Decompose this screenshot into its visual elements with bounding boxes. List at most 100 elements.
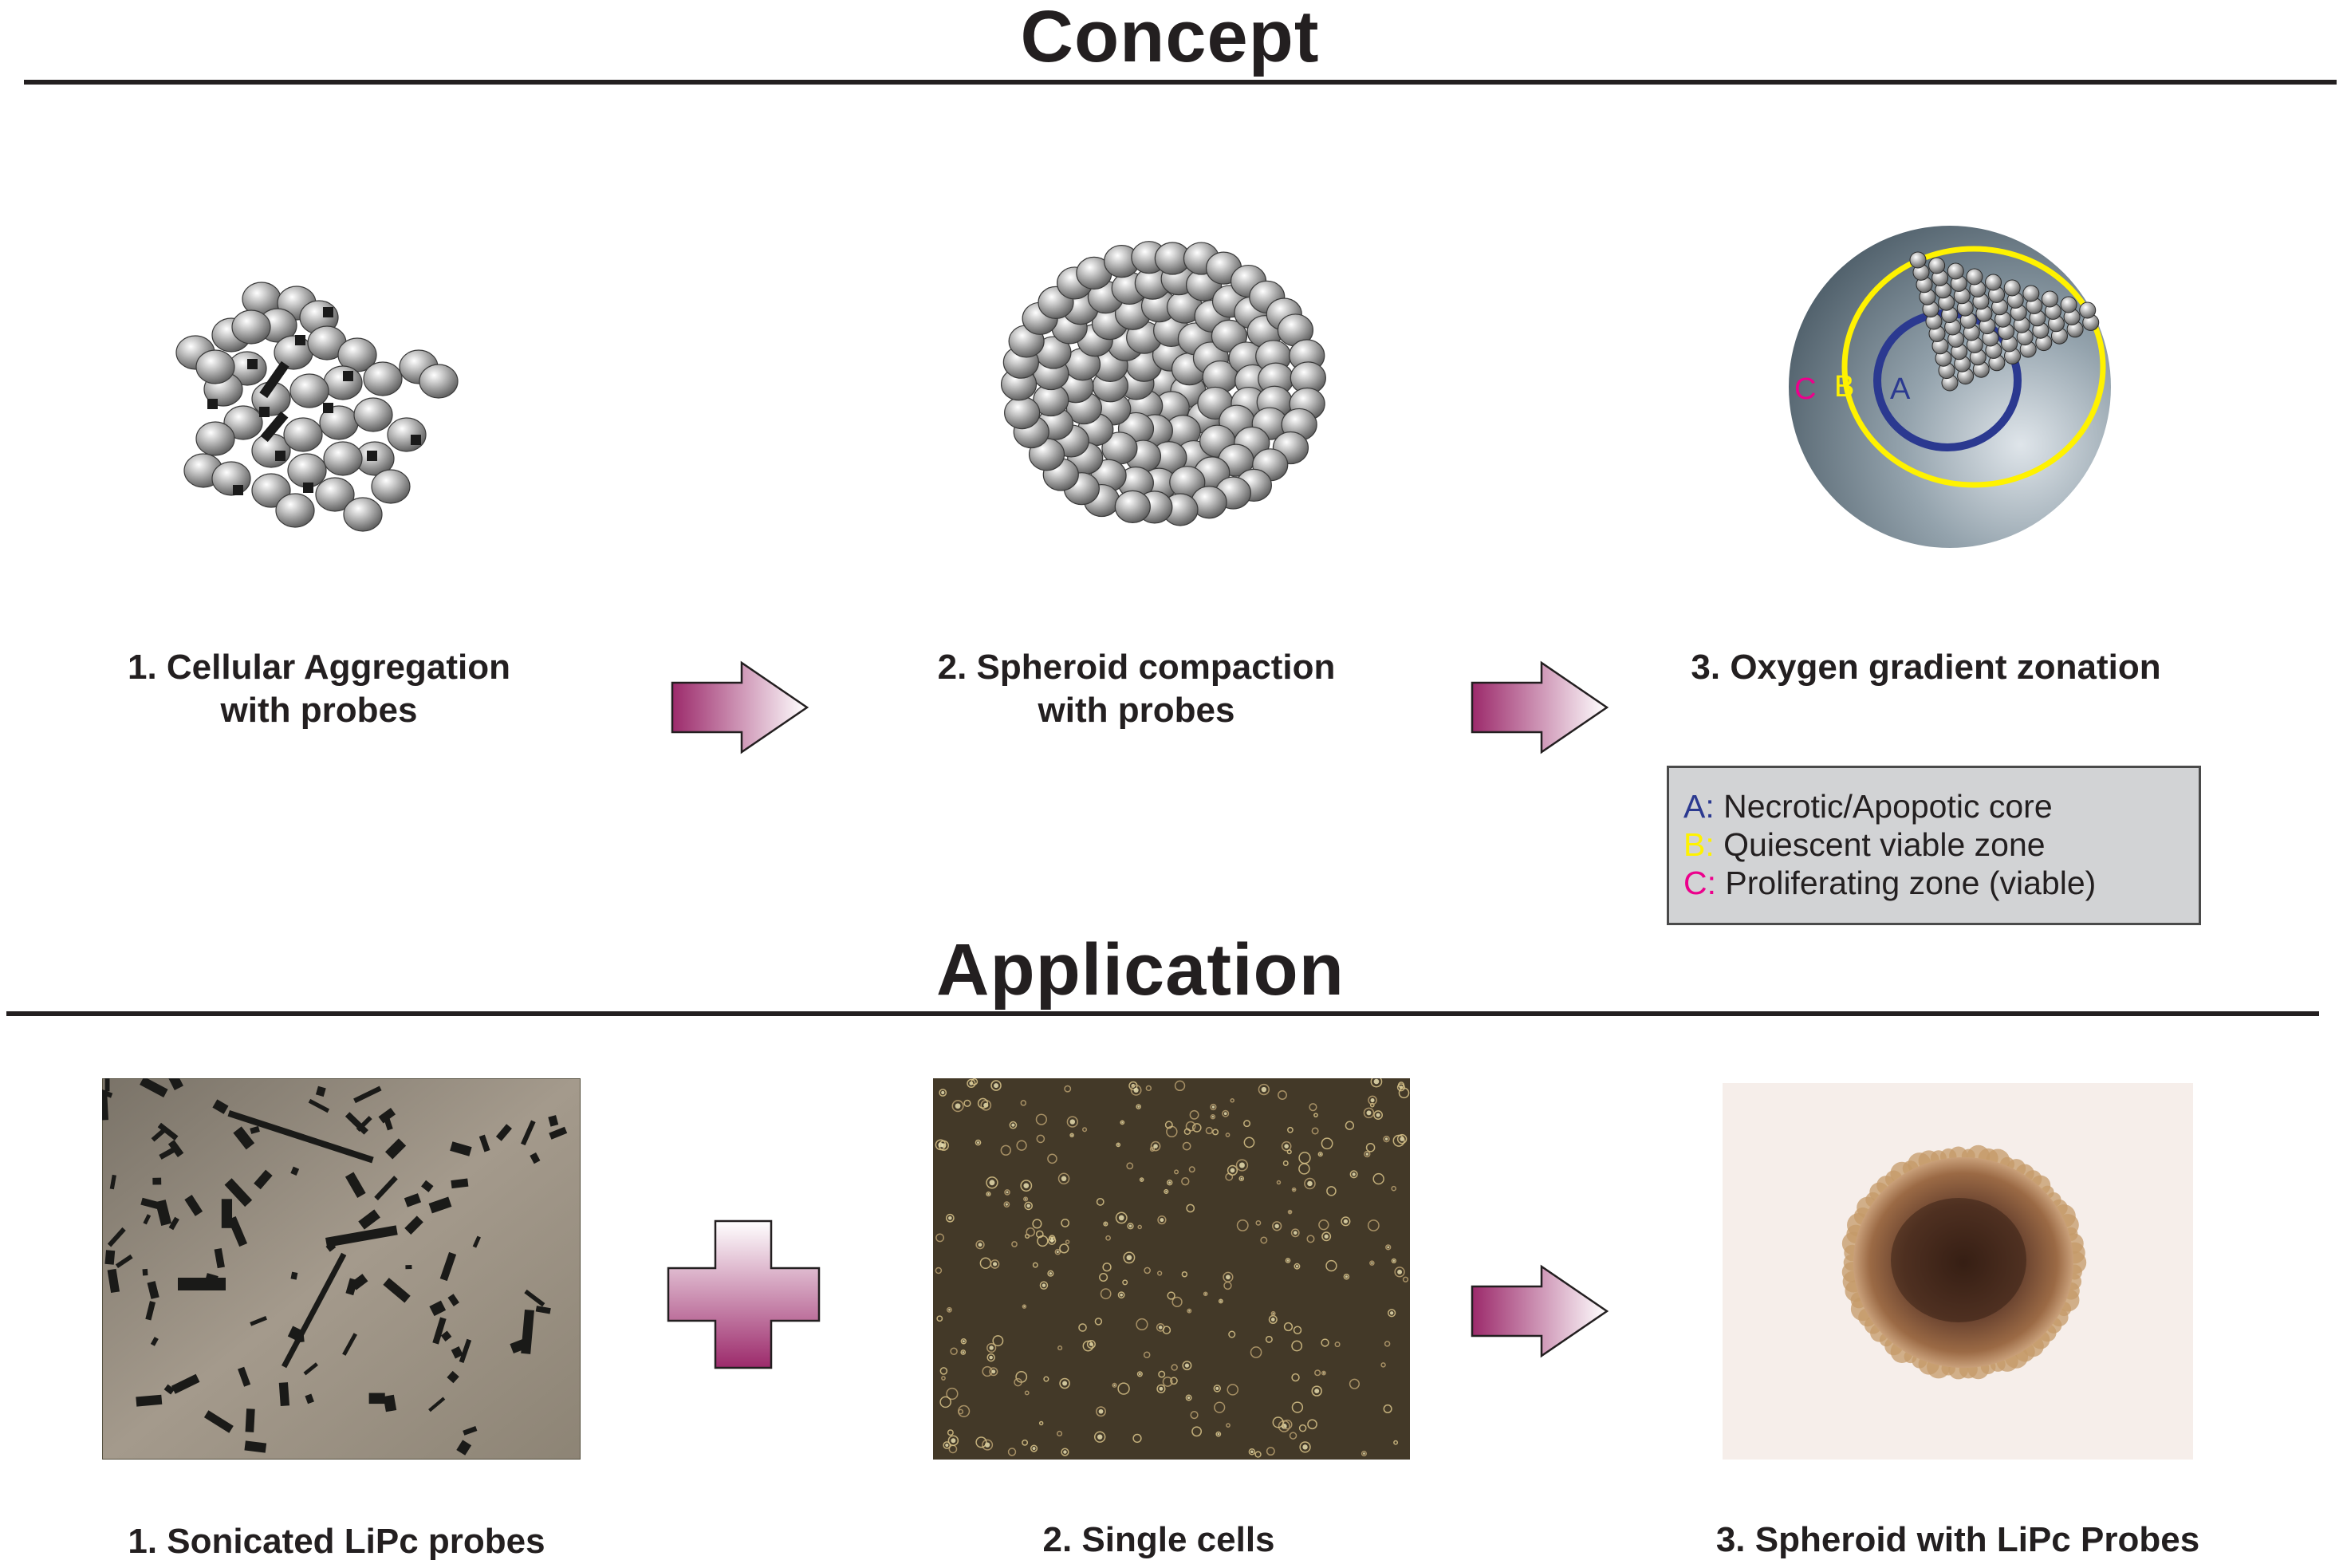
cell-dot — [1270, 1310, 1276, 1316]
cell-dot — [1334, 1341, 1341, 1348]
cell-dot — [1024, 1201, 1033, 1211]
probe-shard — [160, 1078, 183, 1091]
probe — [207, 399, 218, 409]
probe-shard — [459, 1338, 472, 1363]
cell-dot — [951, 1438, 956, 1444]
probe-shard — [238, 1366, 251, 1387]
cell-dot — [1026, 1227, 1035, 1237]
probe-shard — [308, 1098, 330, 1113]
probe-shard — [432, 1317, 447, 1345]
cell-dot — [1282, 1160, 1289, 1166]
legend-text-c: Proliferating zone (viable) — [1725, 865, 2097, 901]
probe-shard — [495, 1124, 512, 1141]
cell-dot — [994, 1083, 999, 1089]
probe — [303, 483, 313, 493]
probe-shard — [151, 1128, 167, 1142]
cell — [363, 361, 403, 396]
cell — [371, 469, 411, 504]
cell-dot — [1000, 1144, 1011, 1156]
cell — [2022, 285, 2040, 302]
concept-divider — [24, 80, 2337, 85]
cell-dot — [1309, 1103, 1317, 1112]
cell-dot — [1258, 1083, 1270, 1096]
cell-dot — [935, 1233, 945, 1243]
legend-row-c: C: Proliferating zone (viable) — [1683, 864, 2184, 902]
cell-dot — [1143, 1351, 1151, 1359]
probe-shard — [140, 1078, 168, 1097]
cell-dot — [1103, 1221, 1108, 1227]
cell — [195, 349, 235, 384]
cell-dot — [1165, 1190, 1168, 1193]
cell — [315, 477, 355, 512]
cell-dot — [1137, 1224, 1142, 1230]
cell-dot — [1026, 1204, 1030, 1208]
cell-dot — [936, 1315, 943, 1322]
cell-dot — [1260, 1236, 1268, 1244]
cell-dot — [1071, 1134, 1073, 1137]
cell-dot — [1352, 1172, 1356, 1176]
cell-dot — [1043, 1376, 1049, 1382]
cell-dot — [1293, 1188, 1295, 1191]
cell-dot — [1227, 1164, 1238, 1176]
cell-dot — [978, 1243, 982, 1247]
probe-shard — [104, 1250, 116, 1265]
probe-shard — [350, 1274, 368, 1290]
cell-dot — [1118, 1215, 1124, 1221]
cell-dot — [1120, 1120, 1125, 1125]
cell-dot — [1387, 1246, 1390, 1249]
cell-dot — [960, 1349, 967, 1355]
cell — [2079, 301, 2097, 319]
probe-shard — [143, 1214, 152, 1225]
cell-dot — [1343, 1273, 1350, 1280]
probe-shard — [428, 1397, 446, 1412]
cell-dot — [1078, 1323, 1087, 1332]
cell-dot — [943, 1441, 951, 1449]
cell-dot — [1136, 1104, 1141, 1109]
cell-dot — [1219, 1300, 1222, 1302]
cell-dot — [1276, 1180, 1282, 1185]
cell-dot — [1187, 1308, 1192, 1314]
cell-dot — [1166, 1180, 1173, 1186]
cell-dot — [1391, 1185, 1396, 1192]
cell-dot — [1298, 1424, 1307, 1432]
cell-dot — [1047, 1236, 1057, 1245]
zone-b-ring — [1841, 246, 2106, 488]
cell-dot — [1370, 1078, 1383, 1088]
cell-dot — [1144, 1267, 1151, 1274]
cell-dot — [1383, 1404, 1392, 1413]
cell-dot — [986, 1191, 991, 1197]
cell-dot — [1035, 1230, 1044, 1239]
cell-dot — [1082, 1340, 1094, 1352]
cell-dot — [1022, 1304, 1027, 1309]
cell-dot — [960, 1338, 967, 1345]
cell-dot — [962, 1340, 965, 1343]
cell-dot — [1226, 1423, 1231, 1428]
cell-dot — [1254, 1451, 1262, 1458]
cell-dot — [1291, 1373, 1300, 1382]
cell-dot — [1167, 1291, 1175, 1300]
cell-dot — [975, 1240, 985, 1250]
cell-dot — [1132, 1433, 1142, 1444]
cell-dot — [1102, 1263, 1112, 1272]
cell-dot — [1210, 1114, 1216, 1120]
probe-shard — [439, 1251, 457, 1282]
cell-dot — [976, 1141, 980, 1144]
cell-dot — [1136, 1371, 1143, 1377]
probe-shard — [325, 1225, 398, 1247]
cell — [2003, 279, 2021, 297]
cell-dot — [1139, 1177, 1144, 1182]
cell — [2060, 296, 2077, 313]
cell-dot — [963, 1099, 971, 1107]
cell-dot — [1402, 1276, 1409, 1282]
concept-step-2-line2: with probes — [1038, 691, 1235, 730]
cell-dot — [1370, 1097, 1375, 1103]
cell-dot — [992, 1262, 998, 1267]
cell-dot — [1059, 1243, 1069, 1254]
cell-dot — [1286, 1259, 1290, 1262]
cell-dot — [1023, 1183, 1030, 1189]
cell-dot — [1396, 1133, 1408, 1144]
cell-dot — [1133, 1087, 1139, 1093]
legend-row-a: A: Necrotic/Apopotic core — [1683, 787, 2184, 825]
cell-dot — [1162, 1377, 1173, 1387]
cell-dot — [1039, 1281, 1049, 1290]
